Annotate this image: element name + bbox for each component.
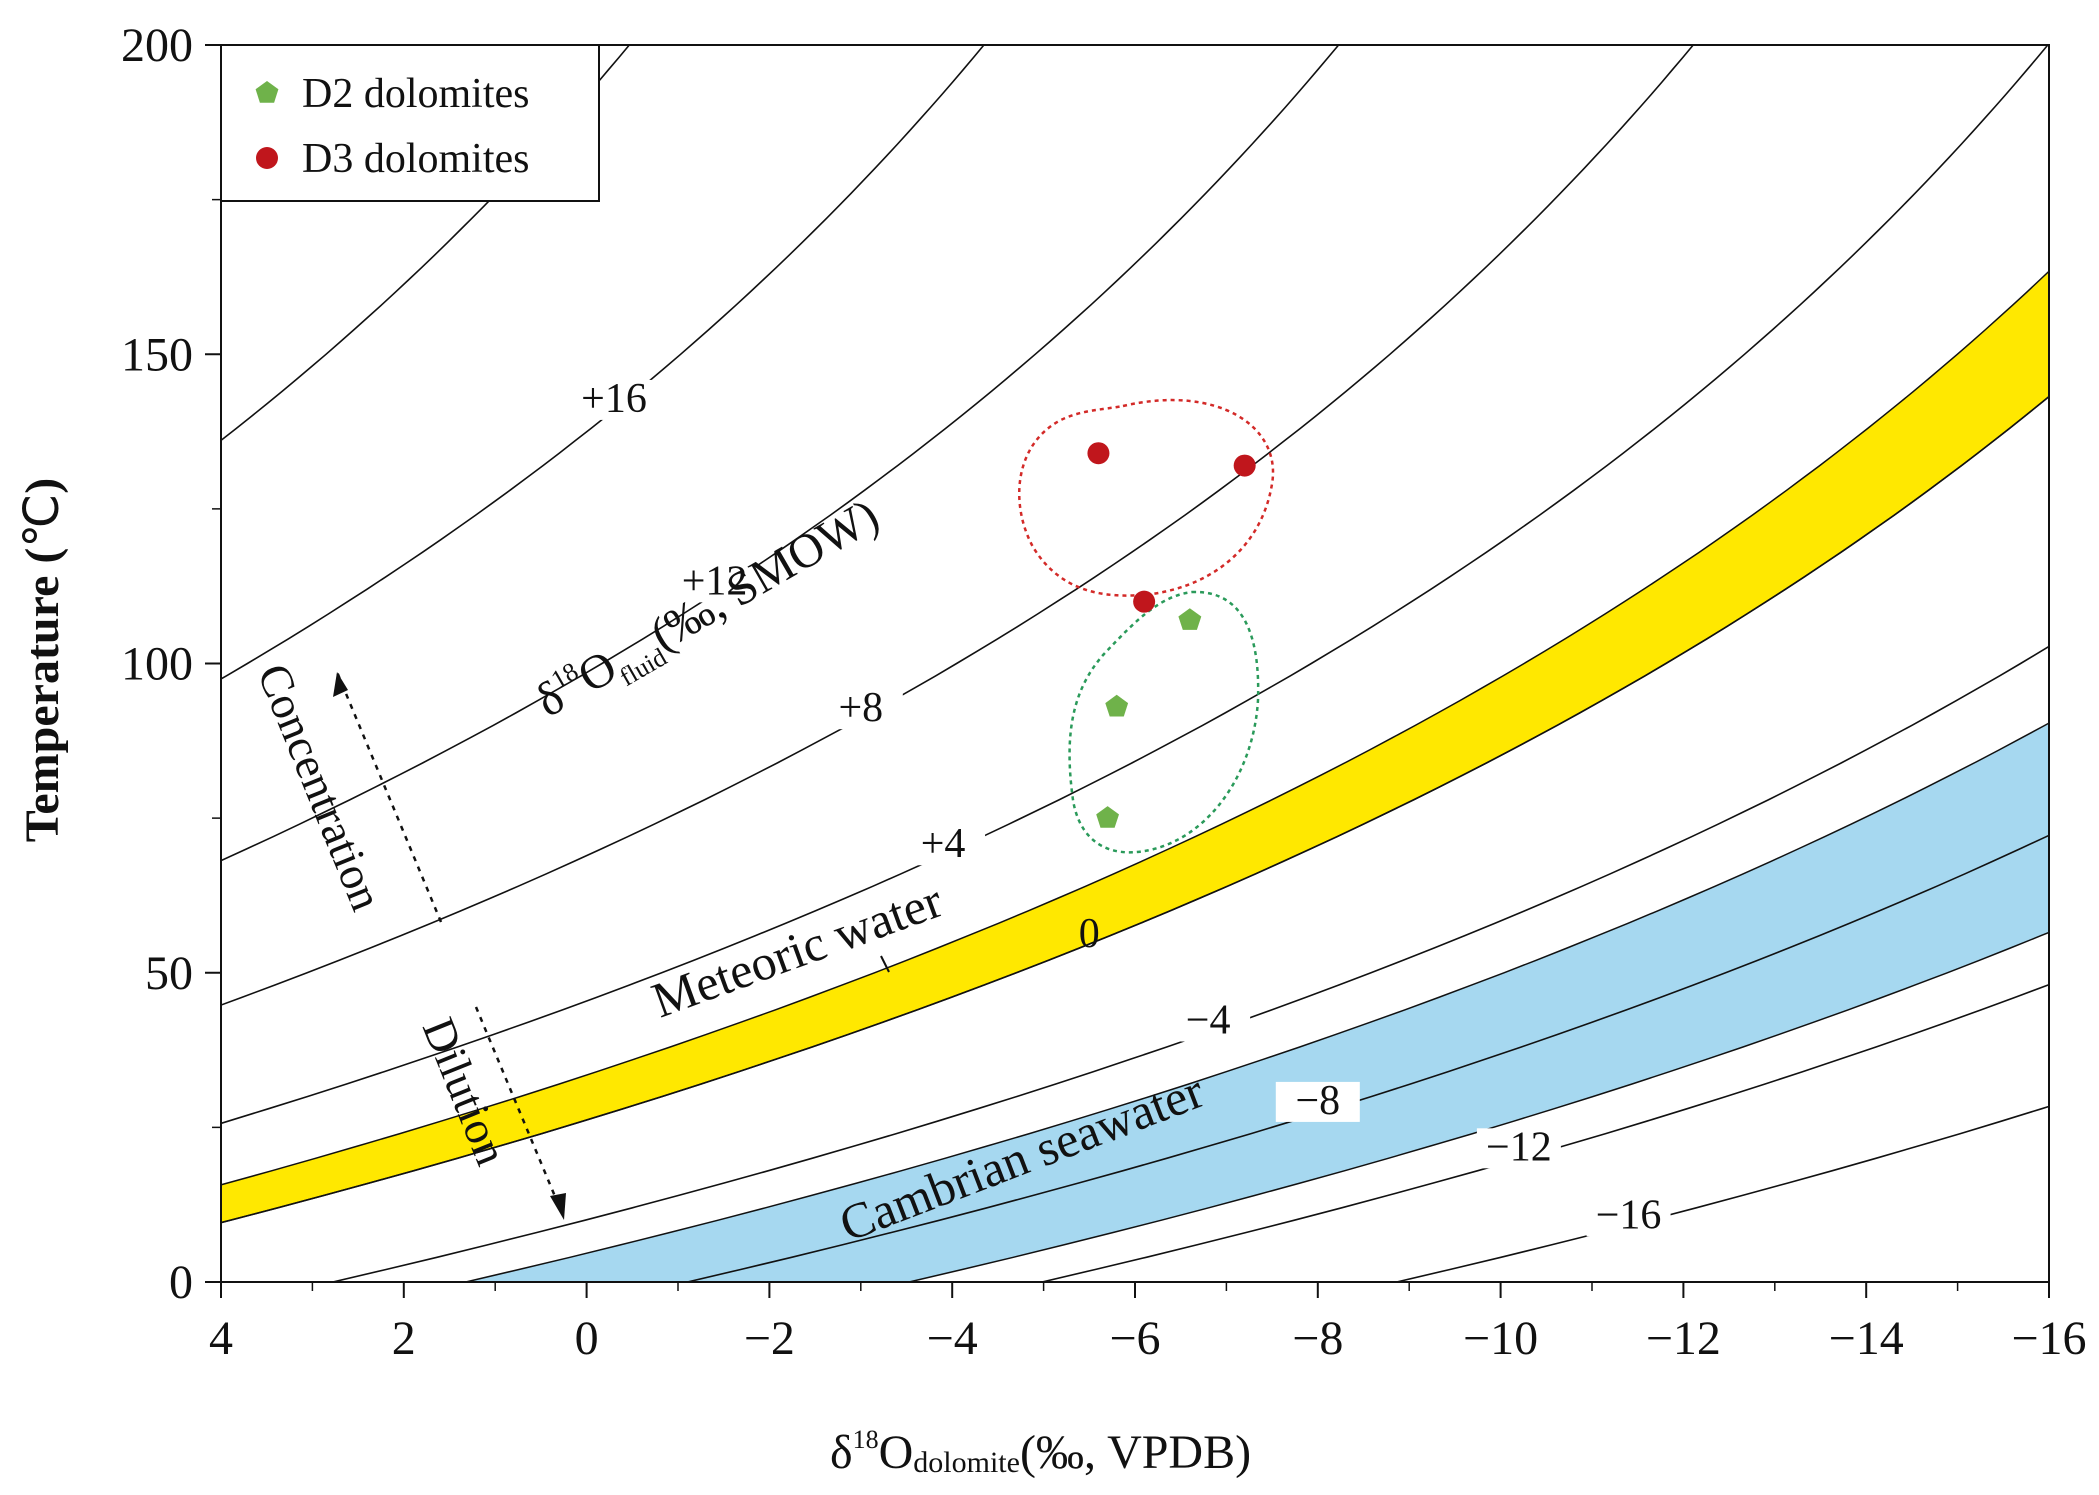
isoline-label: −4: [1186, 998, 1231, 1044]
x-axis: 4 2 0 −2 −4 −6 −8 −10 −12 −14 −16: [209, 1282, 2087, 1365]
y-title-base: Temperature (: [16, 548, 69, 843]
d3-point: [1087, 442, 1110, 465]
x-title-sup: 18: [853, 1425, 879, 1454]
isoline-label: −12: [1486, 1124, 1552, 1170]
y-tick-label: 100: [121, 638, 193, 691]
y-axis: 0 50 100 150 200: [121, 19, 221, 1309]
isoline-label-bg: [818, 689, 903, 730]
legend-d3-label: D3 dolomites: [302, 136, 530, 182]
x-tick-label: 2: [392, 1312, 416, 1365]
legend: D2 dolomites D3 dolomites: [220, 44, 600, 202]
y-title-unit: ℃: [16, 494, 69, 548]
isoline-label-bg: [672, 562, 757, 603]
isoline-12: [221, 45, 1340, 862]
data-points: [1087, 442, 1256, 828]
isoline-label: +4: [921, 821, 966, 867]
y-title-close: ): [16, 478, 69, 494]
x-title-delta: δ: [830, 1426, 853, 1479]
isoline-4: [221, 45, 2049, 1125]
x-tick-label: −8: [1292, 1312, 1343, 1365]
fluid-bands: [221, 270, 2049, 1282]
d3-group-outline: [1017, 398, 1275, 597]
band-cambrian-seawater: [462, 722, 2049, 1282]
isoline-minus-4: [329, 645, 2049, 1282]
isoline-label-bg: [1476, 1128, 1561, 1169]
x-axis-title: δ18Odolomite(‰, VPDB): [830, 1425, 1251, 1479]
legend-d2-marker: [255, 81, 279, 103]
isoline-minus-16: [1393, 1105, 2049, 1282]
x-title-sub: dolomite: [913, 1446, 1020, 1479]
y-tick-label: 0: [169, 1256, 193, 1309]
isoline-8: [221, 45, 1695, 1006]
x-tick-label: −4: [927, 1312, 978, 1365]
isoline-label-bg: [572, 379, 657, 420]
y-tick-label: 50: [145, 947, 193, 1000]
isoline-label: 0: [1079, 911, 1100, 957]
isoline-label-bg: [1275, 1081, 1360, 1122]
y-tick-label: 150: [121, 328, 193, 381]
concentration-arrow-shaft: [335, 671, 443, 923]
isoline-16: [221, 45, 985, 680]
y-tick-label: 200: [121, 19, 193, 72]
x-tick-label: −2: [744, 1312, 795, 1365]
d3-point: [1133, 590, 1156, 613]
isoline-label: −8: [1295, 1078, 1340, 1124]
isoline-label-bg: [901, 825, 986, 866]
dilution-arrow-shaft: [474, 1006, 566, 1219]
isoline-20: [221, 45, 631, 442]
d2-point: [1096, 806, 1119, 828]
legend-d3-marker: [256, 147, 278, 169]
meteoric-pointer: [880, 955, 890, 973]
x-tick-label: −6: [1109, 1312, 1160, 1365]
isoline-label-bg: [1166, 1001, 1251, 1042]
isoline-label: −16: [1596, 1192, 1662, 1238]
x-tick-label: −14: [1829, 1312, 1904, 1365]
d3-point: [1233, 454, 1256, 477]
legend-box: [220, 44, 600, 202]
concentration-arrow-head: [333, 672, 348, 697]
d2-point: [1105, 694, 1129, 717]
dilution-arrow-head: [550, 1193, 566, 1220]
concentration-label: Concentration: [248, 657, 393, 918]
isoline-labels: +16 +12 +8 +4 0 −4 −8 −12 −16: [572, 376, 1671, 1238]
x-tick-label: −16: [2011, 1312, 2086, 1365]
x-tick-label: −12: [1646, 1312, 1721, 1365]
isoline-0: [221, 395, 2049, 1224]
x-tick-label: 4: [209, 1312, 233, 1365]
x-tick-label: 0: [575, 1312, 599, 1365]
x-title-base: O: [879, 1426, 914, 1479]
d2-group-outline: [1068, 590, 1260, 854]
legend-d2-label: D2 dolomites: [302, 71, 530, 117]
x-title-rest: (‰, VPDB): [1020, 1426, 1251, 1479]
isoline-minus-12: [1038, 983, 2049, 1282]
d2-point: [1178, 608, 1202, 630]
isoline-label: +8: [838, 685, 883, 731]
y-axis-title: Temperature (℃): [16, 478, 69, 843]
isoline-label: +12: [682, 558, 748, 604]
isoline-label: +16: [581, 376, 647, 422]
x-tick-label: −10: [1463, 1312, 1538, 1365]
isoline-label-bg: [1586, 1196, 1671, 1237]
